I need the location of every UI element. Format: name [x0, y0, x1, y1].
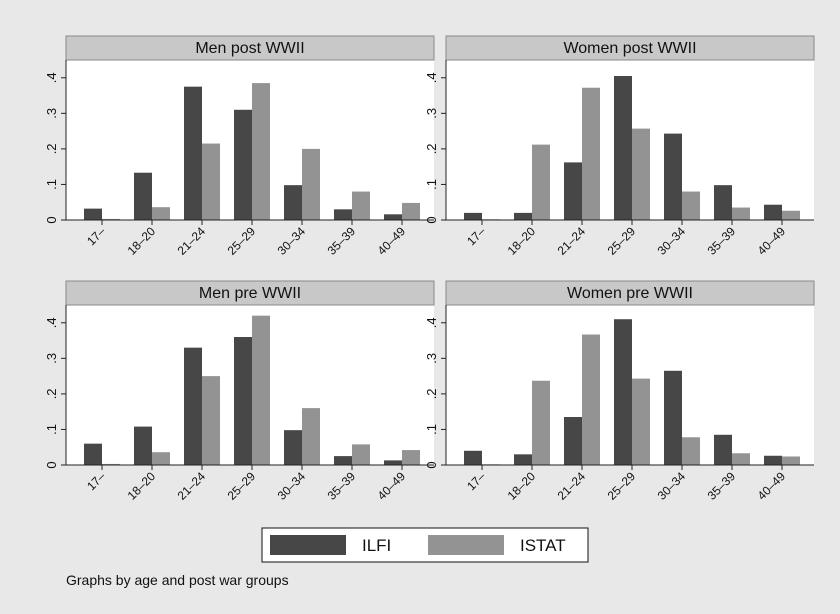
panel-header	[445, 35, 815, 61]
y-tick-label: .2	[424, 388, 439, 399]
y-tick-label: .2	[424, 143, 439, 154]
bar-istat	[402, 202, 420, 220]
bar-ilfi	[464, 212, 482, 220]
bar-ilfi	[664, 370, 682, 465]
y-tick-label: .4	[424, 317, 439, 328]
bar-ilfi	[714, 185, 732, 220]
y-tick-label: .1	[44, 179, 59, 190]
y-tick-label: .1	[424, 424, 439, 435]
bar-ilfi	[614, 319, 632, 465]
panel-title: Women post WWII	[563, 40, 696, 57]
bar-istat	[782, 210, 800, 220]
bar-istat	[632, 128, 650, 220]
bar-istat	[532, 144, 550, 220]
panel-title: Women pre WWII	[567, 285, 693, 302]
bar-istat	[202, 143, 220, 220]
bar-istat	[582, 334, 600, 465]
bar-istat	[352, 444, 370, 465]
legend-swatch-istat	[428, 535, 504, 555]
panel-header	[65, 35, 435, 61]
bar-ilfi	[464, 450, 482, 465]
bar-ilfi	[334, 456, 352, 465]
bar-ilfi	[384, 460, 402, 465]
bar-ilfi	[764, 204, 782, 220]
bar-ilfi	[764, 455, 782, 465]
y-tick-label: 0	[44, 216, 59, 223]
bar-ilfi	[284, 185, 302, 220]
bar-istat	[202, 376, 220, 465]
bar-istat	[102, 463, 120, 465]
y-tick-label: .1	[44, 424, 59, 435]
bar-istat	[302, 408, 320, 465]
y-tick-label: .3	[424, 108, 439, 119]
y-tick-label: .2	[44, 388, 59, 399]
bar-ilfi	[234, 337, 252, 465]
bar-istat	[682, 437, 700, 465]
legend-label-ilfi: ILFI	[362, 536, 391, 555]
bar-istat	[582, 87, 600, 220]
bar-istat	[732, 207, 750, 220]
panel-title: Men post WWII	[195, 40, 304, 57]
bar-ilfi	[664, 133, 682, 220]
y-tick-label: .4	[44, 317, 59, 328]
bar-istat	[252, 315, 270, 465]
legend: ILFI ISTAT	[261, 527, 589, 563]
bar-istat	[152, 452, 170, 465]
legend-swatch-ilfi	[270, 535, 346, 555]
panel-header	[445, 280, 815, 306]
y-tick-label: .3	[424, 353, 439, 364]
bar-istat	[632, 378, 650, 465]
bar-istat	[102, 218, 120, 220]
footnote: Graphs by age and post war groups	[66, 572, 289, 588]
bar-istat	[682, 191, 700, 220]
bar-istat	[402, 450, 420, 465]
bar-ilfi	[184, 86, 202, 221]
bar-ilfi	[564, 162, 582, 220]
bar-ilfi	[184, 347, 202, 465]
y-tick-label: .1	[424, 179, 439, 190]
bar-istat	[732, 453, 750, 465]
bar-ilfi	[84, 208, 102, 220]
legend-label-istat: ISTAT	[520, 536, 566, 555]
bar-istat	[152, 207, 170, 220]
y-tick-label: .2	[44, 143, 59, 154]
bar-ilfi	[334, 209, 352, 220]
bar-ilfi	[284, 430, 302, 465]
panel-header	[65, 280, 435, 306]
y-tick-label: .4	[424, 72, 439, 83]
bar-istat	[532, 380, 550, 465]
bar-ilfi	[514, 212, 532, 220]
y-tick-label: .3	[44, 108, 59, 119]
bar-istat	[782, 456, 800, 465]
bar-ilfi	[234, 109, 252, 220]
bar-ilfi	[84, 443, 102, 465]
bar-istat	[302, 148, 320, 220]
bar-istat	[252, 83, 270, 220]
y-tick-label: 0	[424, 216, 439, 223]
y-tick-label: .3	[44, 353, 59, 364]
bar-ilfi	[134, 172, 152, 220]
bar-istat	[352, 191, 370, 220]
bar-ilfi	[384, 214, 402, 220]
y-tick-label: 0	[44, 461, 59, 468]
bar-ilfi	[514, 454, 532, 465]
y-tick-label: 0	[424, 461, 439, 468]
bar-ilfi	[714, 434, 732, 465]
bar-ilfi	[564, 417, 582, 465]
bar-ilfi	[614, 76, 632, 220]
bar-ilfi	[134, 426, 152, 465]
panel-title: Men pre WWII	[199, 285, 301, 302]
y-tick-label: .4	[44, 72, 59, 83]
